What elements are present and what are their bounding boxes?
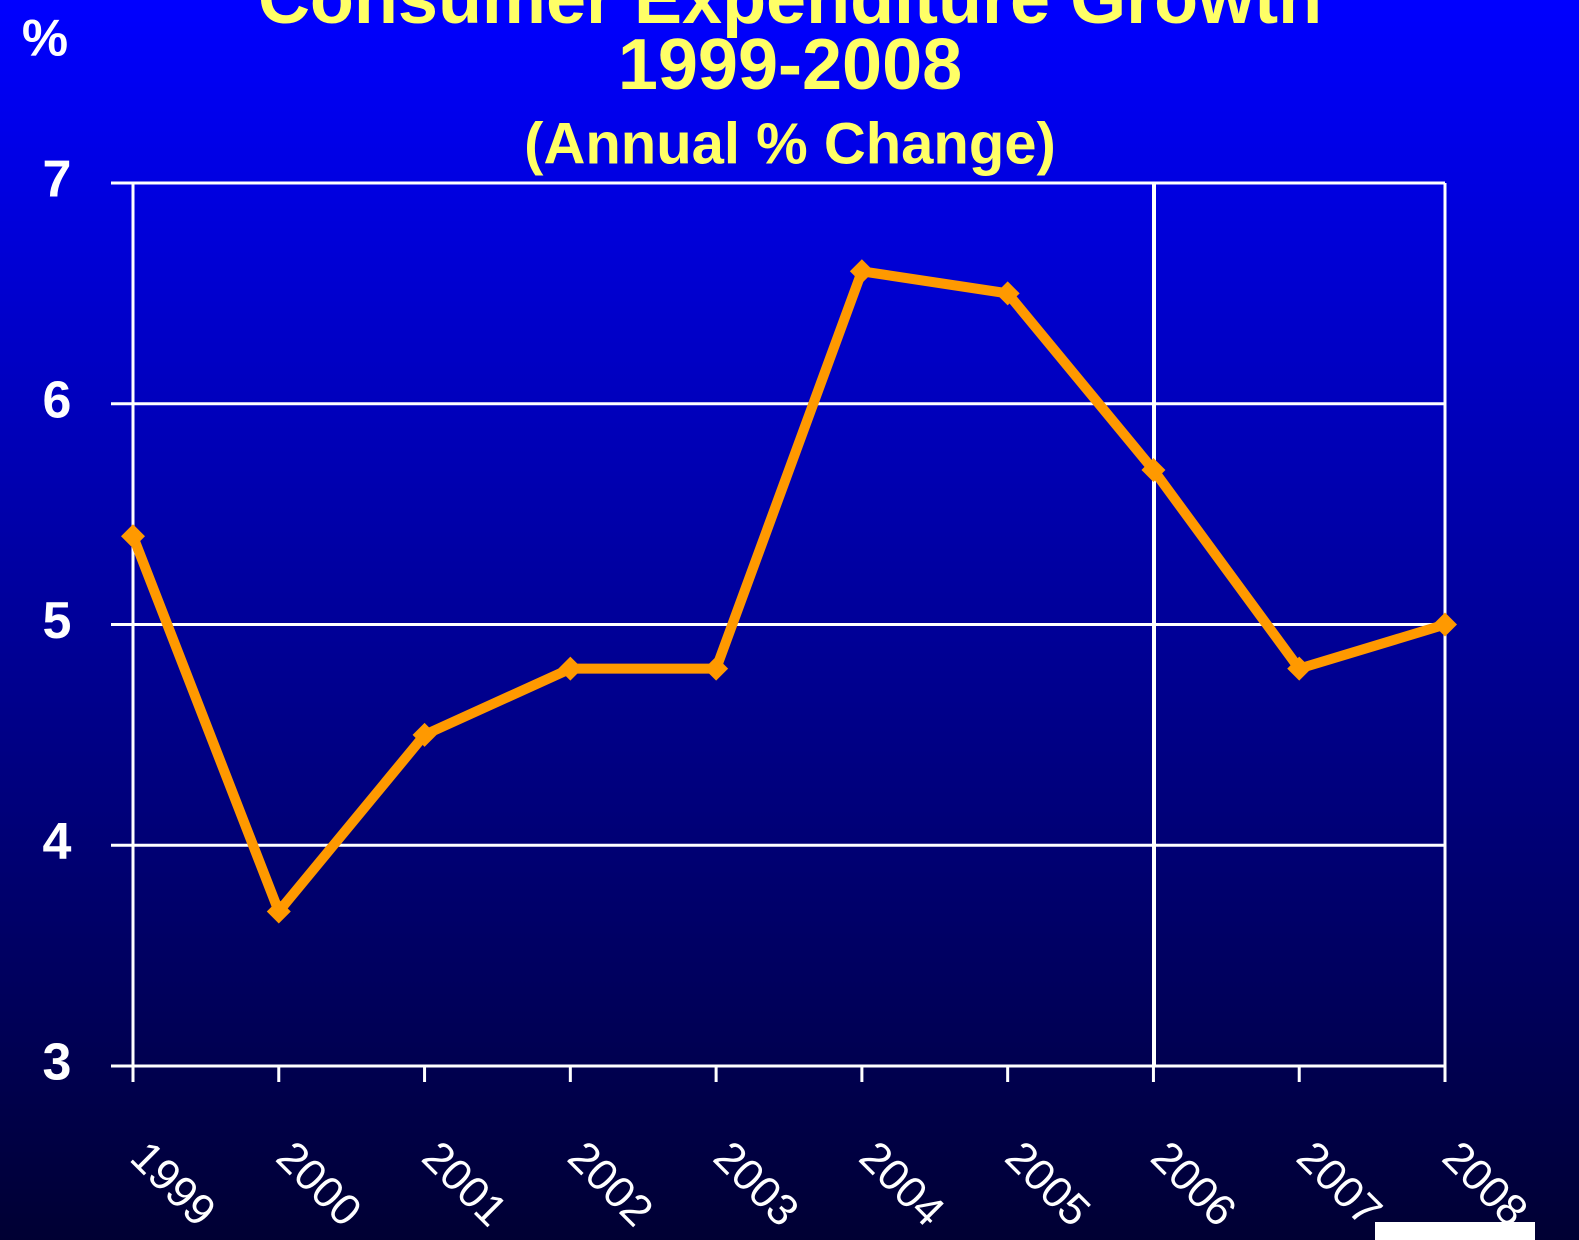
data-point — [558, 656, 583, 681]
data-point — [412, 722, 437, 747]
data-line — [128, 266, 1447, 917]
data-point — [121, 524, 145, 549]
chart-subtitle: (Annual % Change) — [524, 111, 1056, 176]
y-tick-label: 3 — [43, 1034, 72, 1092]
y-tick-label: 4 — [43, 813, 72, 871]
data-point — [1433, 612, 1457, 637]
data-point — [266, 899, 291, 924]
data-point — [995, 281, 1020, 306]
y-tick-label: 7 — [43, 151, 72, 209]
y-tick-label: 6 — [43, 371, 72, 429]
data-point — [704, 656, 729, 681]
corner-box — [1375, 1222, 1535, 1240]
y-tick-label: 5 — [43, 592, 72, 650]
y-axis-label: % — [22, 10, 68, 68]
data-point — [1287, 656, 1312, 681]
chart-title: 1999-2008 — [618, 25, 962, 105]
chart-title: Consumer Expenditure Growth — [258, 0, 1322, 39]
data-point — [1141, 457, 1166, 482]
data-point — [849, 259, 874, 284]
